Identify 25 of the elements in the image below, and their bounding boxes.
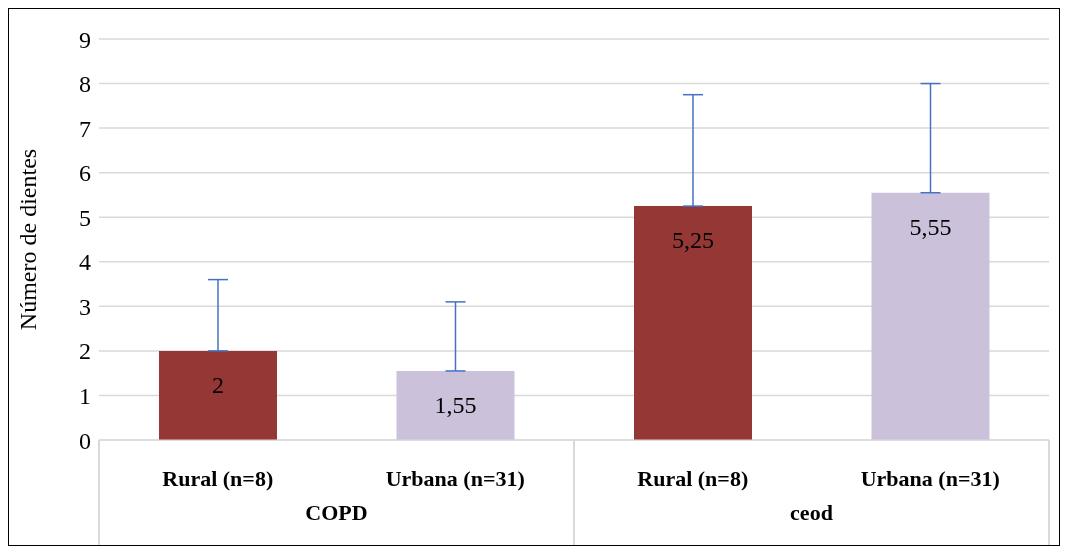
y-tick-label: 3 (79, 293, 91, 320)
bar (871, 192, 990, 440)
x-tick-label: Rural (n=8) (162, 466, 274, 491)
x-tick-label: Urbana (n=31) (860, 466, 1000, 491)
y-tick-label: 7 (79, 115, 91, 142)
x-tick-label: Rural (n=8) (637, 466, 749, 491)
data-label: 5,25 (672, 227, 714, 254)
y-tick-label: 9 (79, 26, 91, 53)
bar (634, 206, 752, 440)
y-tick-label: 2 (79, 338, 91, 365)
data-label: 1,55 (434, 391, 477, 418)
data-label: 5,55 (909, 213, 952, 240)
bar (396, 370, 515, 440)
x-tick-label: Urbana (n=31) (385, 466, 525, 491)
text: ceod (789, 500, 834, 526)
data-label: 2 (212, 371, 224, 398)
bar (159, 350, 277, 440)
y-tick-label: 5 (79, 204, 91, 231)
y-tick-label: 0 (79, 427, 91, 454)
y-tick-label: 6 (79, 160, 91, 187)
y-tick-label: 4 (79, 249, 91, 276)
text: COPD (304, 500, 369, 526)
y-tick-label: 8 (79, 71, 91, 98)
y-tick-label: 1 (79, 382, 91, 409)
y-axis-title: Número de dientes (14, 148, 41, 331)
